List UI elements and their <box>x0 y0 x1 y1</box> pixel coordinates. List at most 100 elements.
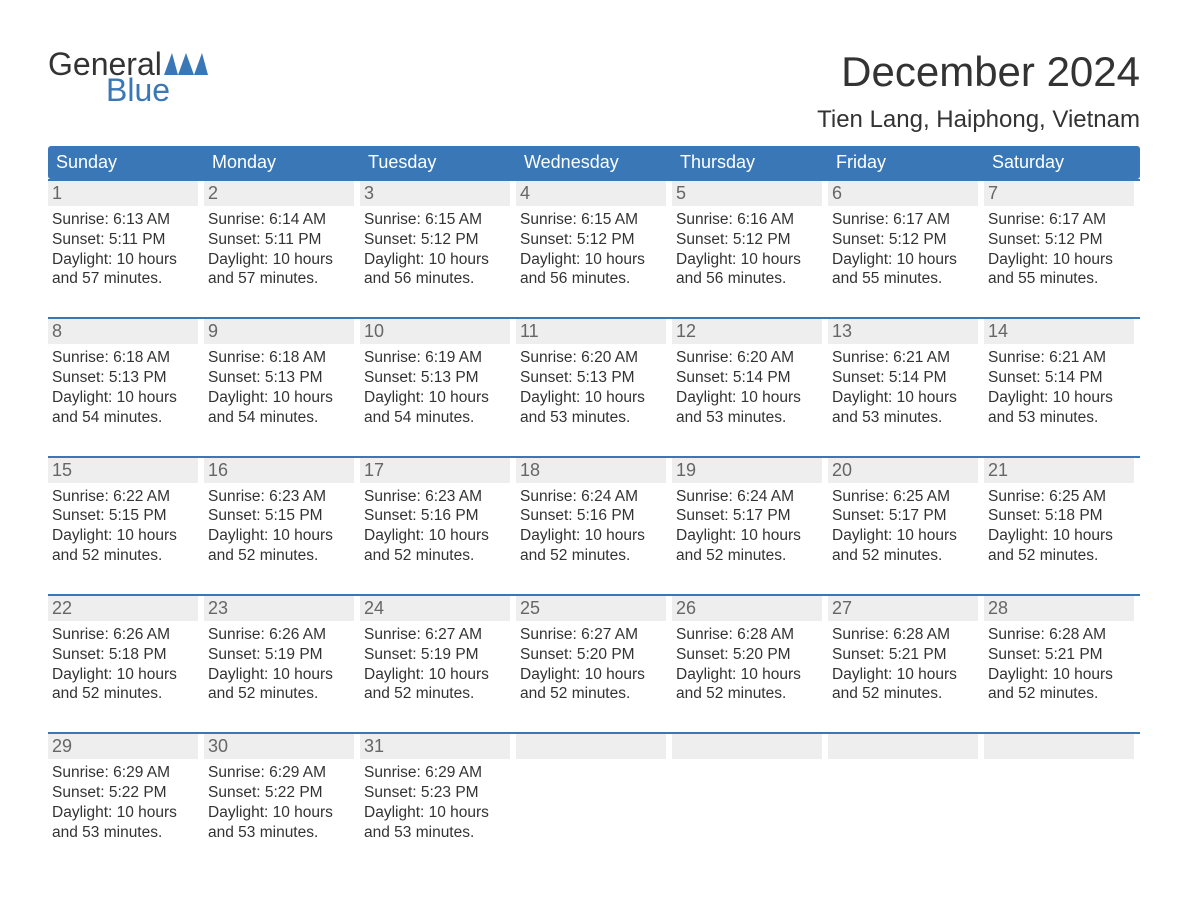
daylight-text-2: and 55 minutes. <box>832 269 974 289</box>
day-body: Sunrise: 6:21 AMSunset: 5:14 PMDaylight:… <box>828 344 978 427</box>
day-cell: 16Sunrise: 6:23 AMSunset: 5:15 PMDayligh… <box>204 458 360 572</box>
day-body: Sunrise: 6:27 AMSunset: 5:20 PMDaylight:… <box>516 621 666 704</box>
day-cell: 15Sunrise: 6:22 AMSunset: 5:15 PMDayligh… <box>48 458 204 572</box>
sunrise-text: Sunrise: 6:25 AM <box>988 487 1130 507</box>
daylight-text-1: Daylight: 10 hours <box>52 665 194 685</box>
sunrise-text: Sunrise: 6:21 AM <box>832 348 974 368</box>
weekday-friday: Friday <box>828 146 984 179</box>
daylight-text-2: and 52 minutes. <box>364 684 506 704</box>
page-subtitle: Tien Lang, Haiphong, Vietnam <box>817 106 1140 134</box>
sunrise-text: Sunrise: 6:17 AM <box>988 210 1130 230</box>
daylight-text-1: Daylight: 10 hours <box>52 250 194 270</box>
sunset-text: Sunset: 5:16 PM <box>364 506 506 526</box>
sunset-text: Sunset: 5:23 PM <box>364 783 506 803</box>
daylight-text-2: and 52 minutes. <box>364 546 506 566</box>
day-body: Sunrise: 6:19 AMSunset: 5:13 PMDaylight:… <box>360 344 510 427</box>
day-body: Sunrise: 6:21 AMSunset: 5:14 PMDaylight:… <box>984 344 1134 427</box>
day-cell <box>984 734 1140 848</box>
daylight-text-2: and 52 minutes. <box>208 546 350 566</box>
sunrise-text: Sunrise: 6:28 AM <box>832 625 974 645</box>
day-body: Sunrise: 6:15 AMSunset: 5:12 PMDaylight:… <box>516 206 666 289</box>
sunrise-text: Sunrise: 6:15 AM <box>364 210 506 230</box>
day-number: 22 <box>48 596 198 621</box>
daylight-text-2: and 52 minutes. <box>676 684 818 704</box>
sunset-text: Sunset: 5:15 PM <box>208 506 350 526</box>
day-cell: 5Sunrise: 6:16 AMSunset: 5:12 PMDaylight… <box>672 181 828 295</box>
sunset-text: Sunset: 5:16 PM <box>520 506 662 526</box>
daylight-text-2: and 55 minutes. <box>988 269 1130 289</box>
daylight-text-1: Daylight: 10 hours <box>52 388 194 408</box>
daylight-text-1: Daylight: 10 hours <box>676 665 818 685</box>
day-cell: 26Sunrise: 6:28 AMSunset: 5:20 PMDayligh… <box>672 596 828 710</box>
daylight-text-2: and 52 minutes. <box>832 684 974 704</box>
daylight-text-2: and 56 minutes. <box>676 269 818 289</box>
day-body: Sunrise: 6:25 AMSunset: 5:18 PMDaylight:… <box>984 483 1134 566</box>
sunrise-text: Sunrise: 6:25 AM <box>832 487 974 507</box>
logo-word2: Blue <box>106 74 208 106</box>
daylight-text-1: Daylight: 10 hours <box>988 526 1130 546</box>
daylight-text-1: Daylight: 10 hours <box>364 526 506 546</box>
day-number: 12 <box>672 319 822 344</box>
sunrise-text: Sunrise: 6:27 AM <box>364 625 506 645</box>
day-number: 31 <box>360 734 510 759</box>
daylight-text-1: Daylight: 10 hours <box>208 803 350 823</box>
sunrise-text: Sunrise: 6:13 AM <box>52 210 194 230</box>
sunrise-text: Sunrise: 6:18 AM <box>52 348 194 368</box>
day-number: 8 <box>48 319 198 344</box>
title-block: December 2024 Tien Lang, Haiphong, Vietn… <box>817 48 1140 146</box>
day-body: Sunrise: 6:23 AMSunset: 5:16 PMDaylight:… <box>360 483 510 566</box>
day-number: 10 <box>360 319 510 344</box>
day-body: Sunrise: 6:17 AMSunset: 5:12 PMDaylight:… <box>828 206 978 289</box>
daylight-text-1: Daylight: 10 hours <box>988 388 1130 408</box>
daylight-text-2: and 52 minutes. <box>988 546 1130 566</box>
day-cell: 4Sunrise: 6:15 AMSunset: 5:12 PMDaylight… <box>516 181 672 295</box>
day-body: Sunrise: 6:29 AMSunset: 5:22 PMDaylight:… <box>48 759 198 842</box>
day-body: Sunrise: 6:28 AMSunset: 5:21 PMDaylight:… <box>984 621 1134 704</box>
day-body: Sunrise: 6:20 AMSunset: 5:13 PMDaylight:… <box>516 344 666 427</box>
daylight-text-2: and 53 minutes. <box>364 823 506 843</box>
day-number: 13 <box>828 319 978 344</box>
day-number-empty <box>828 734 978 759</box>
sunrise-text: Sunrise: 6:14 AM <box>208 210 350 230</box>
day-body: Sunrise: 6:26 AMSunset: 5:18 PMDaylight:… <box>48 621 198 704</box>
week-row: 29Sunrise: 6:29 AMSunset: 5:22 PMDayligh… <box>48 732 1140 848</box>
day-number: 2 <box>204 181 354 206</box>
sunrise-text: Sunrise: 6:18 AM <box>208 348 350 368</box>
daylight-text-2: and 52 minutes. <box>52 684 194 704</box>
day-body: Sunrise: 6:28 AMSunset: 5:21 PMDaylight:… <box>828 621 978 704</box>
page-title: December 2024 <box>817 48 1140 96</box>
day-body: Sunrise: 6:16 AMSunset: 5:12 PMDaylight:… <box>672 206 822 289</box>
day-body: Sunrise: 6:23 AMSunset: 5:15 PMDaylight:… <box>204 483 354 566</box>
day-cell: 17Sunrise: 6:23 AMSunset: 5:16 PMDayligh… <box>360 458 516 572</box>
day-number: 6 <box>828 181 978 206</box>
day-cell: 14Sunrise: 6:21 AMSunset: 5:14 PMDayligh… <box>984 319 1140 433</box>
day-cell: 22Sunrise: 6:26 AMSunset: 5:18 PMDayligh… <box>48 596 204 710</box>
day-number-empty <box>672 734 822 759</box>
day-number: 23 <box>204 596 354 621</box>
day-cell: 6Sunrise: 6:17 AMSunset: 5:12 PMDaylight… <box>828 181 984 295</box>
page: General Blue December 2024 Tien Lang, Ha… <box>0 0 1188 889</box>
sunset-text: Sunset: 5:11 PM <box>208 230 350 250</box>
day-cell: 19Sunrise: 6:24 AMSunset: 5:17 PMDayligh… <box>672 458 828 572</box>
day-number: 15 <box>48 458 198 483</box>
daylight-text-1: Daylight: 10 hours <box>988 250 1130 270</box>
weekday-monday: Monday <box>204 146 360 179</box>
daylight-text-2: and 56 minutes. <box>520 269 662 289</box>
weeks-container: 1Sunrise: 6:13 AMSunset: 5:11 PMDaylight… <box>48 179 1140 849</box>
sunrise-text: Sunrise: 6:29 AM <box>52 763 194 783</box>
day-number: 3 <box>360 181 510 206</box>
daylight-text-2: and 53 minutes. <box>208 823 350 843</box>
day-number: 14 <box>984 319 1134 344</box>
sunset-text: Sunset: 5:17 PM <box>676 506 818 526</box>
daylight-text-2: and 56 minutes. <box>364 269 506 289</box>
day-number: 24 <box>360 596 510 621</box>
logo: General Blue <box>48 48 208 106</box>
day-cell: 24Sunrise: 6:27 AMSunset: 5:19 PMDayligh… <box>360 596 516 710</box>
day-cell: 11Sunrise: 6:20 AMSunset: 5:13 PMDayligh… <box>516 319 672 433</box>
day-body: Sunrise: 6:18 AMSunset: 5:13 PMDaylight:… <box>48 344 198 427</box>
sunset-text: Sunset: 5:19 PM <box>364 645 506 665</box>
day-cell: 2Sunrise: 6:14 AMSunset: 5:11 PMDaylight… <box>204 181 360 295</box>
daylight-text-1: Daylight: 10 hours <box>676 388 818 408</box>
sunrise-text: Sunrise: 6:24 AM <box>520 487 662 507</box>
daylight-text-2: and 52 minutes. <box>988 684 1130 704</box>
